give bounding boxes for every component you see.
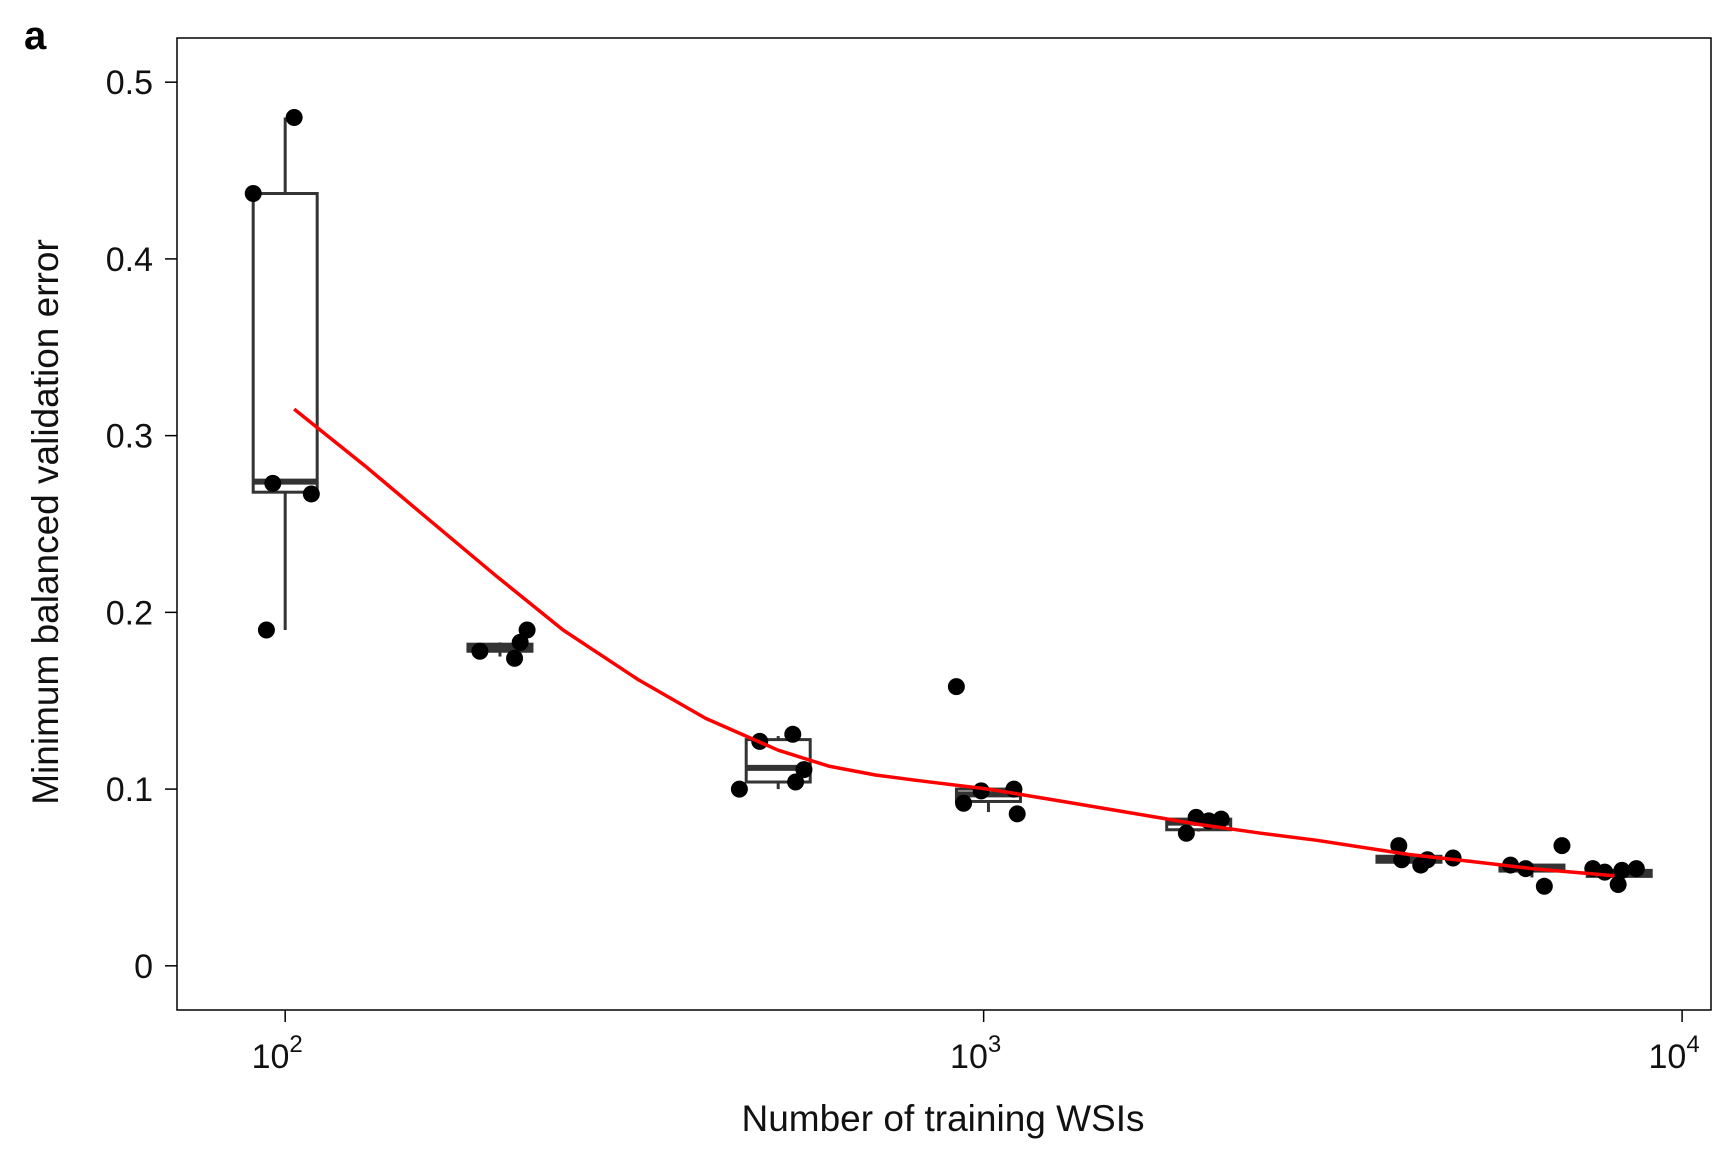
data-point bbox=[795, 761, 813, 779]
x-tick-label: 103 bbox=[950, 1031, 1001, 1076]
data-point bbox=[730, 780, 748, 798]
fit-curve bbox=[293, 407, 1615, 878]
data-point bbox=[285, 109, 303, 127]
data-point bbox=[257, 621, 275, 639]
data-point bbox=[1418, 851, 1436, 869]
y-tick-label: 0.5 bbox=[106, 64, 153, 102]
data-point bbox=[506, 649, 524, 667]
data-point bbox=[1613, 861, 1631, 879]
data-point bbox=[1596, 863, 1614, 881]
y-tick-label: 0.2 bbox=[106, 594, 153, 632]
x-axis-title: Number of training WSIs bbox=[741, 1098, 1144, 1139]
fit-curve-layer bbox=[293, 407, 1615, 878]
y-tick-label: 0.3 bbox=[106, 418, 153, 456]
data-point bbox=[1609, 876, 1627, 894]
data-point bbox=[511, 633, 529, 651]
data-points bbox=[244, 109, 1645, 895]
data-point bbox=[1553, 837, 1571, 855]
box-iqr bbox=[251, 192, 319, 494]
data-point bbox=[471, 642, 489, 660]
data-point bbox=[784, 725, 802, 743]
y-axis-title: Minimum balanced validation error bbox=[25, 239, 66, 805]
axes: 0 0.1 0.2 0.3 0.4 0.5 102 103 104 bbox=[106, 37, 1712, 1076]
data-point bbox=[302, 485, 320, 503]
y-tick-label: 0.4 bbox=[106, 241, 153, 279]
y-tick-label: 0 bbox=[134, 948, 153, 986]
panel-label: a bbox=[24, 14, 47, 58]
x-tick-label: 104 bbox=[1648, 1031, 1699, 1076]
data-point bbox=[518, 621, 536, 639]
data-point bbox=[264, 474, 282, 492]
data-point bbox=[1008, 805, 1026, 823]
data-point bbox=[1535, 877, 1553, 895]
box-plot bbox=[251, 117, 319, 631]
plot-frame bbox=[176, 37, 1712, 1011]
data-point bbox=[955, 794, 973, 812]
data-point bbox=[787, 773, 805, 791]
data-point bbox=[947, 678, 965, 696]
data-point bbox=[1627, 860, 1645, 878]
data-point bbox=[1177, 824, 1195, 842]
data-point bbox=[972, 782, 990, 800]
y-tick-label: 0.1 bbox=[106, 771, 153, 809]
box-plots bbox=[251, 117, 1653, 880]
x-tick-label: 102 bbox=[252, 1031, 303, 1076]
data-point bbox=[1390, 837, 1408, 855]
data-point bbox=[244, 185, 262, 203]
data-point bbox=[1212, 810, 1230, 828]
